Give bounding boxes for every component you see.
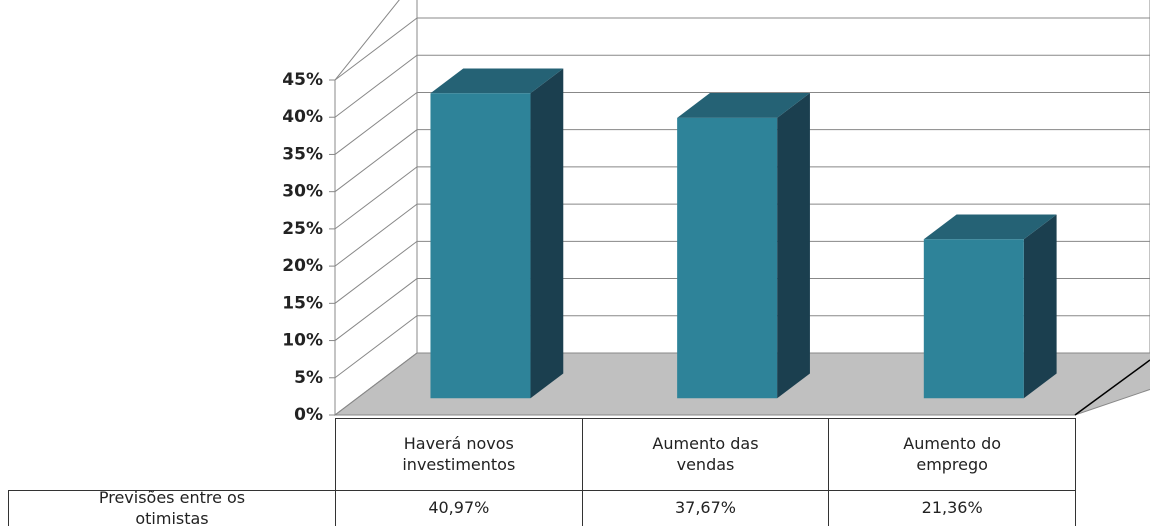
grid-line <box>334 166 1150 230</box>
y-tick-label: 25% <box>282 219 323 239</box>
grid-line <box>334 54 1150 118</box>
category-cell: Haverá novos investimentos <box>335 418 583 491</box>
category-cell: Aumento do emprego <box>828 418 1076 491</box>
bar-side <box>530 68 564 399</box>
y-tick-label: 10% <box>282 331 323 351</box>
side-wall <box>334 0 418 417</box>
value-cell-text: 21,36% <box>921 498 983 518</box>
grid-line <box>334 278 1150 341</box>
y-tick-label: 40% <box>282 107 323 127</box>
category-cell-text: Aumento do emprego <box>903 433 1002 474</box>
bar-top <box>677 93 810 118</box>
y-tick-label: 35% <box>282 144 323 164</box>
bar-front <box>677 117 778 399</box>
grid-line <box>334 240 1150 304</box>
bar <box>923 214 1057 399</box>
value-cell-text: 40,97% <box>428 498 490 518</box>
legend-cell-text: Previsões entre os otimistas <box>98 487 246 526</box>
y-tick-label: 20% <box>282 256 323 276</box>
floor-edge <box>1074 359 1150 416</box>
bar-top <box>923 214 1057 240</box>
bar-side <box>777 93 810 399</box>
legend-cell: Previsões entre os otimistas <box>8 487 336 526</box>
category-cell-text: Haverá novos investimentos <box>402 433 516 474</box>
grid-line <box>334 129 1150 193</box>
value-cell-text: 37,67% <box>674 498 736 518</box>
bar <box>430 68 564 399</box>
y-tick-label: 5% <box>294 368 323 388</box>
value-cell: 40,97% <box>335 490 583 526</box>
bar-front <box>923 239 1024 399</box>
value-cell: 21,36% <box>828 490 1076 526</box>
y-tick-label: 45% <box>282 70 323 90</box>
y-tick-label: 0% <box>294 405 323 425</box>
grid-line <box>334 91 1150 155</box>
value-cell: 37,67% <box>581 490 830 526</box>
bar-front <box>430 93 531 399</box>
category-cell: Aumento das vendas <box>581 418 830 491</box>
grid-line <box>334 352 1150 416</box>
grid-line <box>334 203 1150 267</box>
y-tick-label: 15% <box>282 293 323 313</box>
category-cell-text: Aumento das vendas <box>652 433 759 474</box>
bar-side <box>1023 214 1057 399</box>
y-tick-label: 30% <box>282 182 323 202</box>
bar-top <box>430 68 564 94</box>
grid-line <box>334 315 1150 379</box>
bar <box>677 93 810 399</box>
grid-line <box>334 17 1150 81</box>
